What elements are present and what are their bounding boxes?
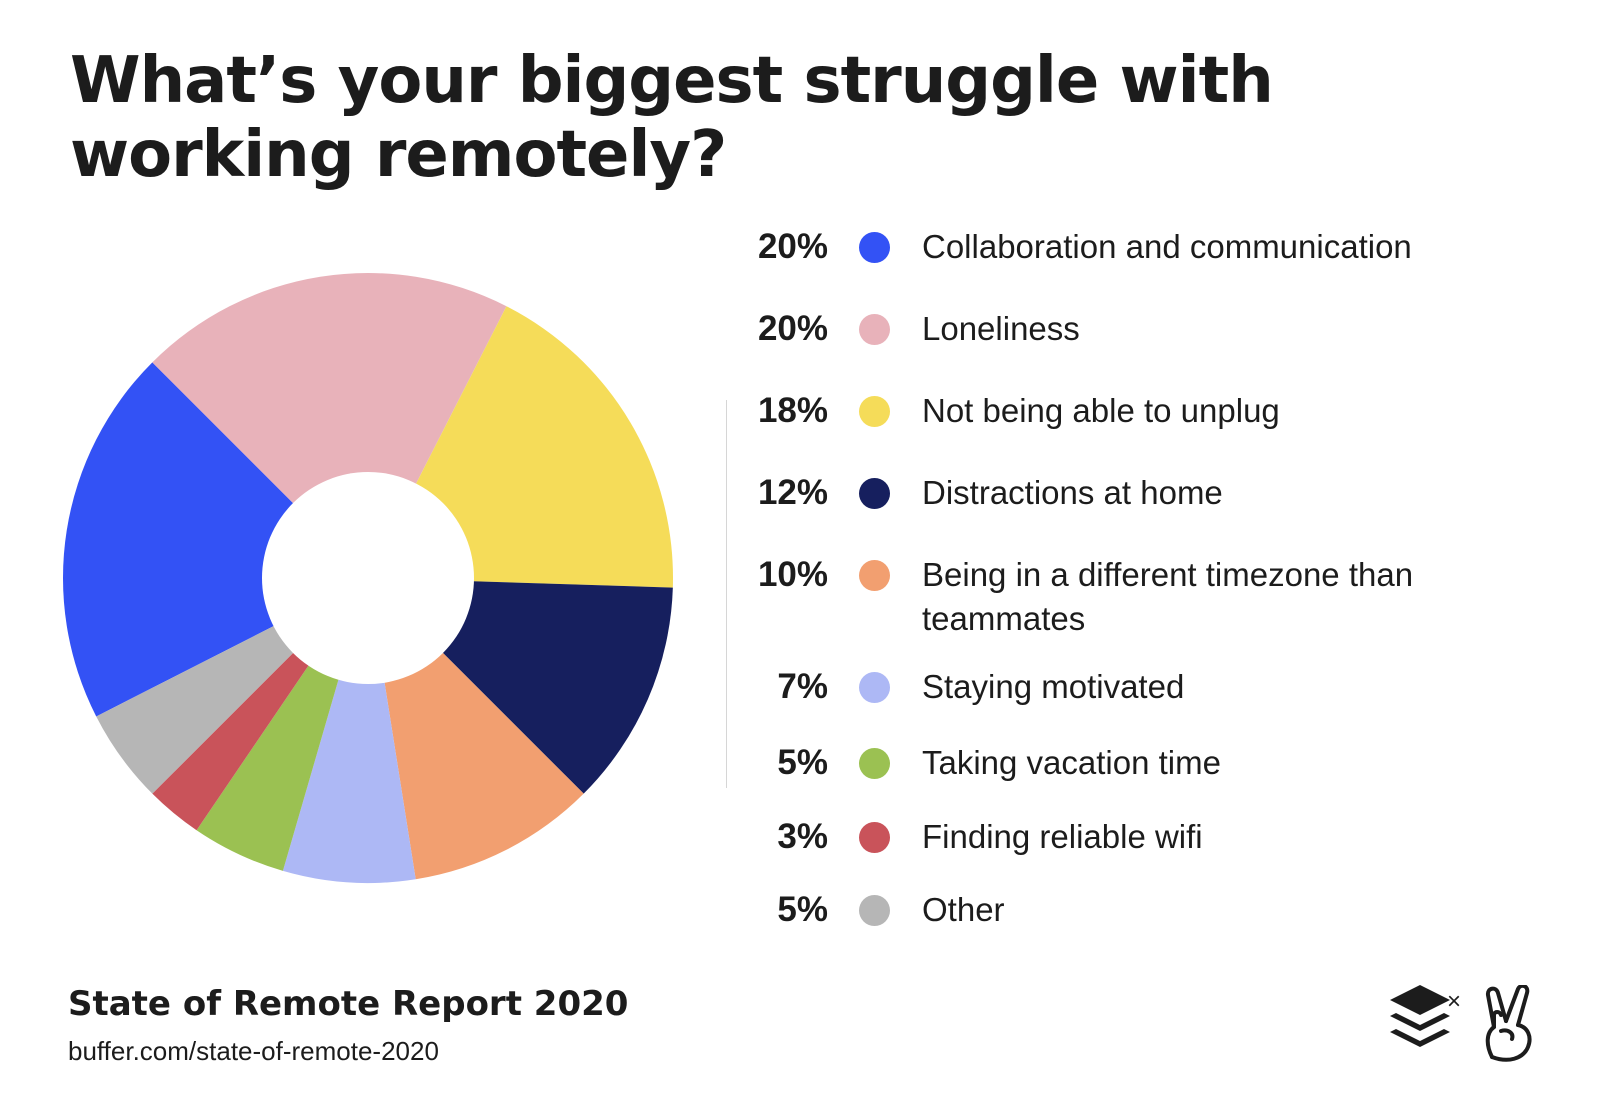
legend-swatch [859,314,890,345]
legend-label: Not being able to unplug [922,392,1280,429]
legend-swatch [859,748,890,779]
donut-slice-0 [62,362,369,717]
stacked-layers-logo-icon [1390,985,1450,1047]
legend-item: 12% Distractions at home [740,468,1580,518]
legend-percent: 20% [757,309,828,348]
legend-swatch [859,560,890,591]
legend: 20% Collaboration and communication 20% Lon… [740,0,1580,980]
legend-label: Loneliness [922,310,1080,347]
legend-label: Collaboration and communication [922,228,1412,265]
legend-swatch [859,478,890,509]
report-title: State of Remote Report 2020 [68,984,629,1024]
legend-label: Being in a different timezone than teamm… [922,556,1414,637]
legend-percent: 10% [757,555,828,594]
legend-item: 3% Finding reliable wifi [740,812,1580,862]
chart-title: What’s your biggest struggle with workin… [70,44,1274,192]
donut-slice-5 [282,578,416,883]
legend-item: 5% Other [740,885,1580,935]
legend-swatch [859,396,890,427]
legend-percent: 5% [777,743,828,782]
legend-label: Finding reliable wifi [922,818,1203,855]
legend-percent: 3% [777,817,828,856]
legend-swatch [859,672,890,703]
legend-item: 20% Loneliness [740,304,1580,354]
partner-logos: × [1390,985,1532,1062]
donut-hole [262,472,474,684]
legend-label: Distractions at home [922,474,1223,511]
legend-percent: 20% [757,227,828,266]
legend-percent: 18% [757,391,828,430]
legend-label: Staying motivated [922,668,1185,705]
legend-label: Other [922,891,1005,928]
donut-chart [62,272,674,883]
legend-percent: 7% [777,667,828,706]
logo-separator: × [1447,988,1461,1015]
legend-swatch [859,822,890,853]
legend-item: 18% Not being able to unplug [740,386,1580,436]
legend-label: Taking vacation time [922,744,1221,781]
legend-item: 10% Being in a different timezone than te… [740,550,1580,637]
peace-hand-logo-icon [1485,985,1532,1062]
donut-slice-1 [152,272,507,578]
legend-percent: 12% [757,473,828,512]
legend-item: 7% Staying motivated [740,662,1580,712]
legend-item: 5% Taking vacation time [740,738,1580,788]
legend-divider [726,400,727,788]
legend-item: 20% Collaboration and communication [740,222,1580,272]
legend-swatch [859,232,890,263]
legend-percent: 5% [777,890,828,929]
legend-swatch [859,895,890,926]
report-url: buffer.com/state-of-remote-2020 [68,1036,439,1066]
